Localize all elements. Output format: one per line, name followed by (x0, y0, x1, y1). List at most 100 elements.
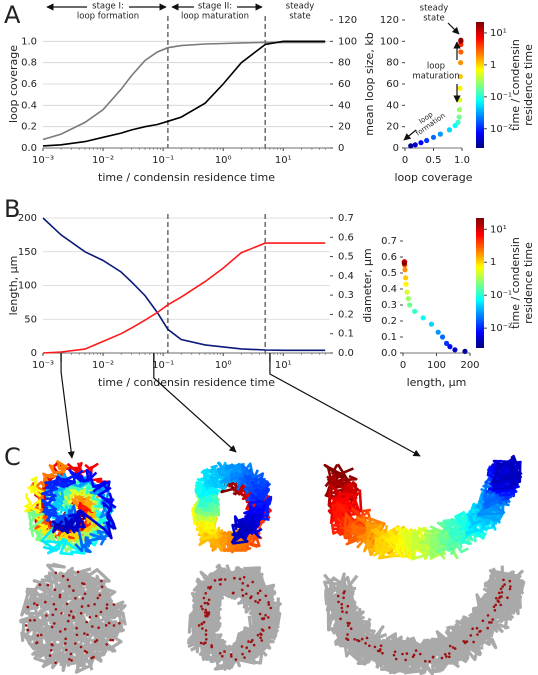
condensin (258, 589, 262, 593)
condensin (401, 652, 404, 656)
y2-tick-label: 0.1 (338, 329, 354, 340)
chromatin-fiber (102, 492, 114, 512)
condensin (54, 571, 58, 575)
condensin (238, 577, 242, 581)
colorbar-label: time / condensin (509, 39, 522, 131)
condensin (83, 632, 86, 635)
x-axis-label: length, µm (407, 376, 467, 389)
condensin (66, 619, 70, 623)
scatter-point (457, 73, 463, 80)
condensin (256, 601, 260, 604)
condensin (93, 603, 96, 606)
condensin (440, 656, 444, 660)
condensin (35, 603, 39, 607)
condensin (61, 574, 65, 578)
colorbar-label: time / condensin (509, 237, 522, 329)
annotation: maturation (412, 72, 459, 82)
condensin (38, 583, 42, 586)
chromatin-fiber (63, 541, 86, 555)
condensin (233, 576, 236, 580)
condensin (509, 585, 512, 588)
condensin (64, 642, 67, 645)
condensin (81, 597, 85, 600)
y2-tick-label: 80 (338, 58, 351, 69)
scatter-point (430, 134, 437, 140)
condensin (95, 639, 99, 642)
condensin (486, 626, 490, 630)
condensin (346, 633, 349, 636)
condensin (65, 602, 69, 606)
y2-tick-label: 0.5 (338, 252, 354, 263)
chromatin-fiber (48, 461, 66, 475)
condensin (204, 608, 207, 612)
chromatin-mass (37, 594, 57, 610)
condensin (448, 655, 451, 659)
condensin (267, 616, 270, 619)
arrow (447, 22, 460, 35)
condensin (87, 604, 90, 607)
x-tick-label: 0 (402, 155, 408, 166)
condensin (356, 638, 359, 642)
chromatin-mass (85, 652, 96, 671)
condensin (508, 579, 512, 583)
chromatin-fiber (79, 527, 96, 540)
condensin (60, 612, 63, 615)
condensin (112, 603, 116, 606)
scatter-point (404, 289, 410, 295)
condensin (405, 652, 409, 655)
condensin (258, 598, 262, 602)
condensin (373, 645, 377, 649)
condensin (258, 612, 262, 616)
condensin (500, 595, 503, 598)
chromatin-mass (19, 615, 38, 633)
scatter-point (428, 321, 435, 327)
y-tick-label: 0.3 (381, 300, 397, 311)
y2-axis-label: mean loop size, kb (363, 32, 376, 135)
scatter-point (403, 275, 409, 281)
condensin (49, 649, 53, 652)
condensin (245, 646, 248, 649)
condensin (85, 620, 88, 624)
condensin (45, 614, 48, 617)
y-tick-label: 0 (393, 143, 399, 154)
colorbar-tick-label: 10⁻² (490, 323, 512, 334)
colorbar-tick-label: 10⁻² (490, 124, 512, 135)
snapshot-arrow (269, 362, 421, 457)
condensin (424, 659, 427, 663)
y2-axis-label: diameter, µm (361, 248, 374, 323)
condensin (346, 624, 350, 627)
condensin (346, 621, 350, 625)
condensin (368, 644, 371, 648)
condensin (199, 641, 203, 645)
y-tick-label: 120 (380, 15, 399, 26)
condensin (252, 643, 256, 647)
condensin (104, 624, 108, 627)
condensin (445, 655, 448, 658)
y-tick-label: 0 (31, 348, 37, 359)
chromatin-mass (49, 629, 67, 642)
scatter-point (412, 308, 418, 314)
condensin (360, 637, 364, 641)
x-tick-label: 10¹ (275, 360, 292, 371)
annotation: loop formation (77, 12, 139, 22)
y2-tick-label: 60 (338, 79, 351, 90)
scatter-point (437, 131, 443, 137)
x-tick-label: 10⁻² (92, 155, 114, 166)
chromatin-mass (90, 649, 108, 659)
annotation: steady (420, 4, 449, 14)
condensin (392, 653, 396, 657)
y2-tick-label: 0.4 (338, 271, 354, 282)
condensin (202, 642, 205, 645)
condensin (201, 607, 204, 611)
condensin (337, 600, 340, 604)
chromatin-mass (23, 589, 40, 611)
condensin (234, 658, 238, 661)
condensin (206, 601, 209, 605)
y-tick-label: 80 (386, 58, 399, 69)
chromatin-fiber (231, 521, 255, 542)
chromatin-fiber (46, 496, 62, 509)
condensin (202, 620, 206, 624)
condensin (203, 601, 207, 605)
colorbar-tick-label: 10⁻¹ (490, 290, 512, 301)
x-tick-label: 0 (400, 360, 406, 371)
